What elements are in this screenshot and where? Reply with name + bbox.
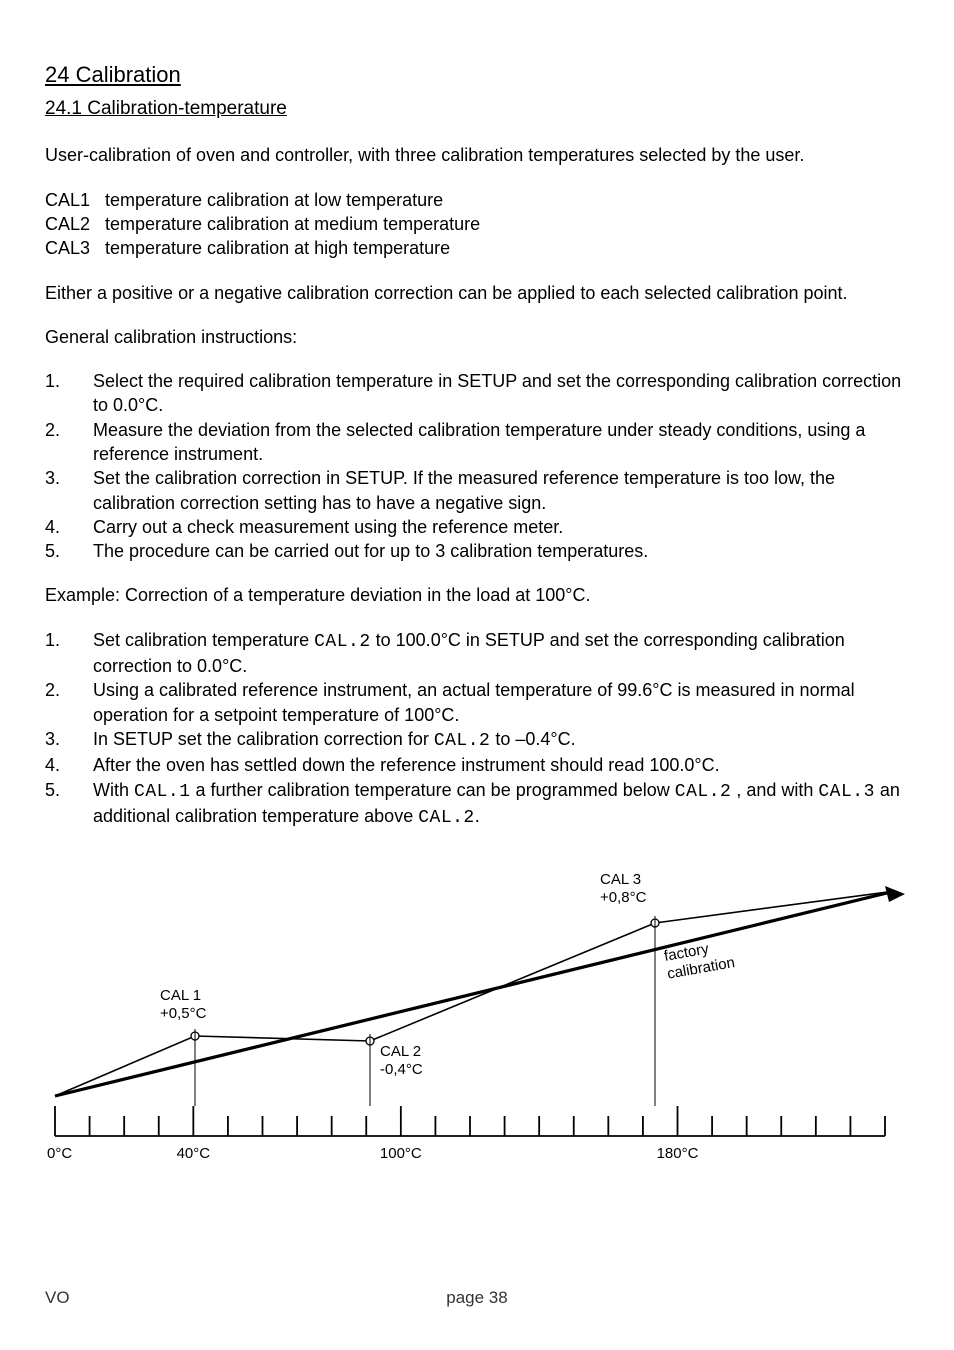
list-number: 3. [45,466,93,515]
list-number: 1. [45,628,93,679]
list-text: Measure the deviation from the selected … [93,418,909,467]
svg-text:-0,4°C: -0,4°C [380,1061,423,1078]
def-row: CAL1 temperature calibration at low temp… [45,188,909,212]
general-steps: 1.Select the required calibration temper… [45,369,909,563]
list-text: Set calibration temperature CAL.2 to 100… [93,628,909,679]
page-footer: VO page 38 [45,1287,909,1310]
list-number: 5. [45,539,93,563]
def-text: temperature calibration at high temperat… [105,236,450,260]
svg-text:+0,8°C: +0,8°C [600,889,647,906]
paragraph: Either a positive or a negative calibrat… [45,281,909,305]
list-item: 1.Select the required calibration temper… [45,369,909,418]
list-number: 5. [45,778,93,831]
def-label: CAL2 [45,212,105,236]
segment-code: CAL.2 [675,782,732,802]
example-intro: Example: Correction of a temperature dev… [45,583,909,607]
list-item: 4.Carry out a check measurement using th… [45,515,909,539]
segment-code: CAL.3 [818,782,875,802]
def-row: CAL2 temperature calibration at medium t… [45,212,909,236]
section-heading: 24 Calibration [45,60,909,90]
list-item: 2.Measure the deviation from the selecte… [45,418,909,467]
chart-svg: 0°C 40°C 100°C 180°C CAL 1+0,5°C CAL 2-0,4°C C… [45,866,915,1186]
svg-text:40°C: 40°C [177,1145,211,1162]
svg-text:+0,5°C: +0,5°C [160,1005,207,1022]
segment-code: CAL.2 [418,808,475,828]
list-item: 3. In SETUP set the calibration correcti… [45,727,909,753]
svg-text:0°C: 0°C [47,1145,72,1162]
calibration-definitions: CAL1 temperature calibration at low temp… [45,188,909,261]
list-text: After the oven has settled down the refe… [93,753,720,777]
def-label: CAL1 [45,188,105,212]
list-text: The procedure can be carried out for up … [93,539,648,563]
list-number: 3. [45,727,93,753]
def-text: temperature calibration at low temperatu… [105,188,443,212]
svg-text:180°C: 180°C [657,1145,699,1162]
svg-text:CAL 3: CAL 3 [600,871,641,888]
list-text: In SETUP set the calibration correction … [93,727,576,753]
svg-text:CAL 1: CAL 1 [160,987,201,1004]
def-row: CAL3 temperature calibration at high tem… [45,236,909,260]
list-item: 4.After the oven has settled down the re… [45,753,909,777]
list-text: Carry out a check measurement using the … [93,515,563,539]
list-number: 4. [45,753,93,777]
list-item: 2.Using a calibrated reference instrumen… [45,678,909,727]
svg-text:100°C: 100°C [380,1145,422,1162]
def-label: CAL3 [45,236,105,260]
list-text: With CAL.1 a further calibration tempera… [93,778,909,831]
list-number: 2. [45,678,93,727]
list-text: Using a calibrated reference instrument,… [93,678,909,727]
list-item: 5. With CAL.1 a further calibration temp… [45,778,909,831]
footer-center: page 38 [45,1287,909,1310]
example-steps: 1. Set calibration temperature CAL.2 to … [45,628,909,830]
calibration-chart: 0°C 40°C 100°C 180°C CAL 1+0,5°C CAL 2-0,4°C C… [45,866,909,1192]
list-number: 4. [45,515,93,539]
subsection-heading: 24.1 Calibration-temperature [45,96,909,122]
svg-text:CAL 2: CAL 2 [380,1043,421,1060]
list-item: 1. Set calibration temperature CAL.2 to … [45,628,909,679]
def-text: temperature calibration at medium temper… [105,212,480,236]
list-text: Set the calibration correction in SETUP.… [93,466,909,515]
list-item: 5.The procedure can be carried out for u… [45,539,909,563]
segment-code: CAL.1 [134,782,191,802]
list-number: 1. [45,369,93,418]
list-text: Select the required calibration temperat… [93,369,909,418]
intro-paragraph: User-calibration of oven and controller,… [45,143,909,167]
list-item: 3.Set the calibration correction in SETU… [45,466,909,515]
segment-code: CAL.2 [314,632,371,652]
segment-code: CAL.2 [434,731,491,751]
paragraph: General calibration instructions: [45,325,909,349]
list-number: 2. [45,418,93,467]
